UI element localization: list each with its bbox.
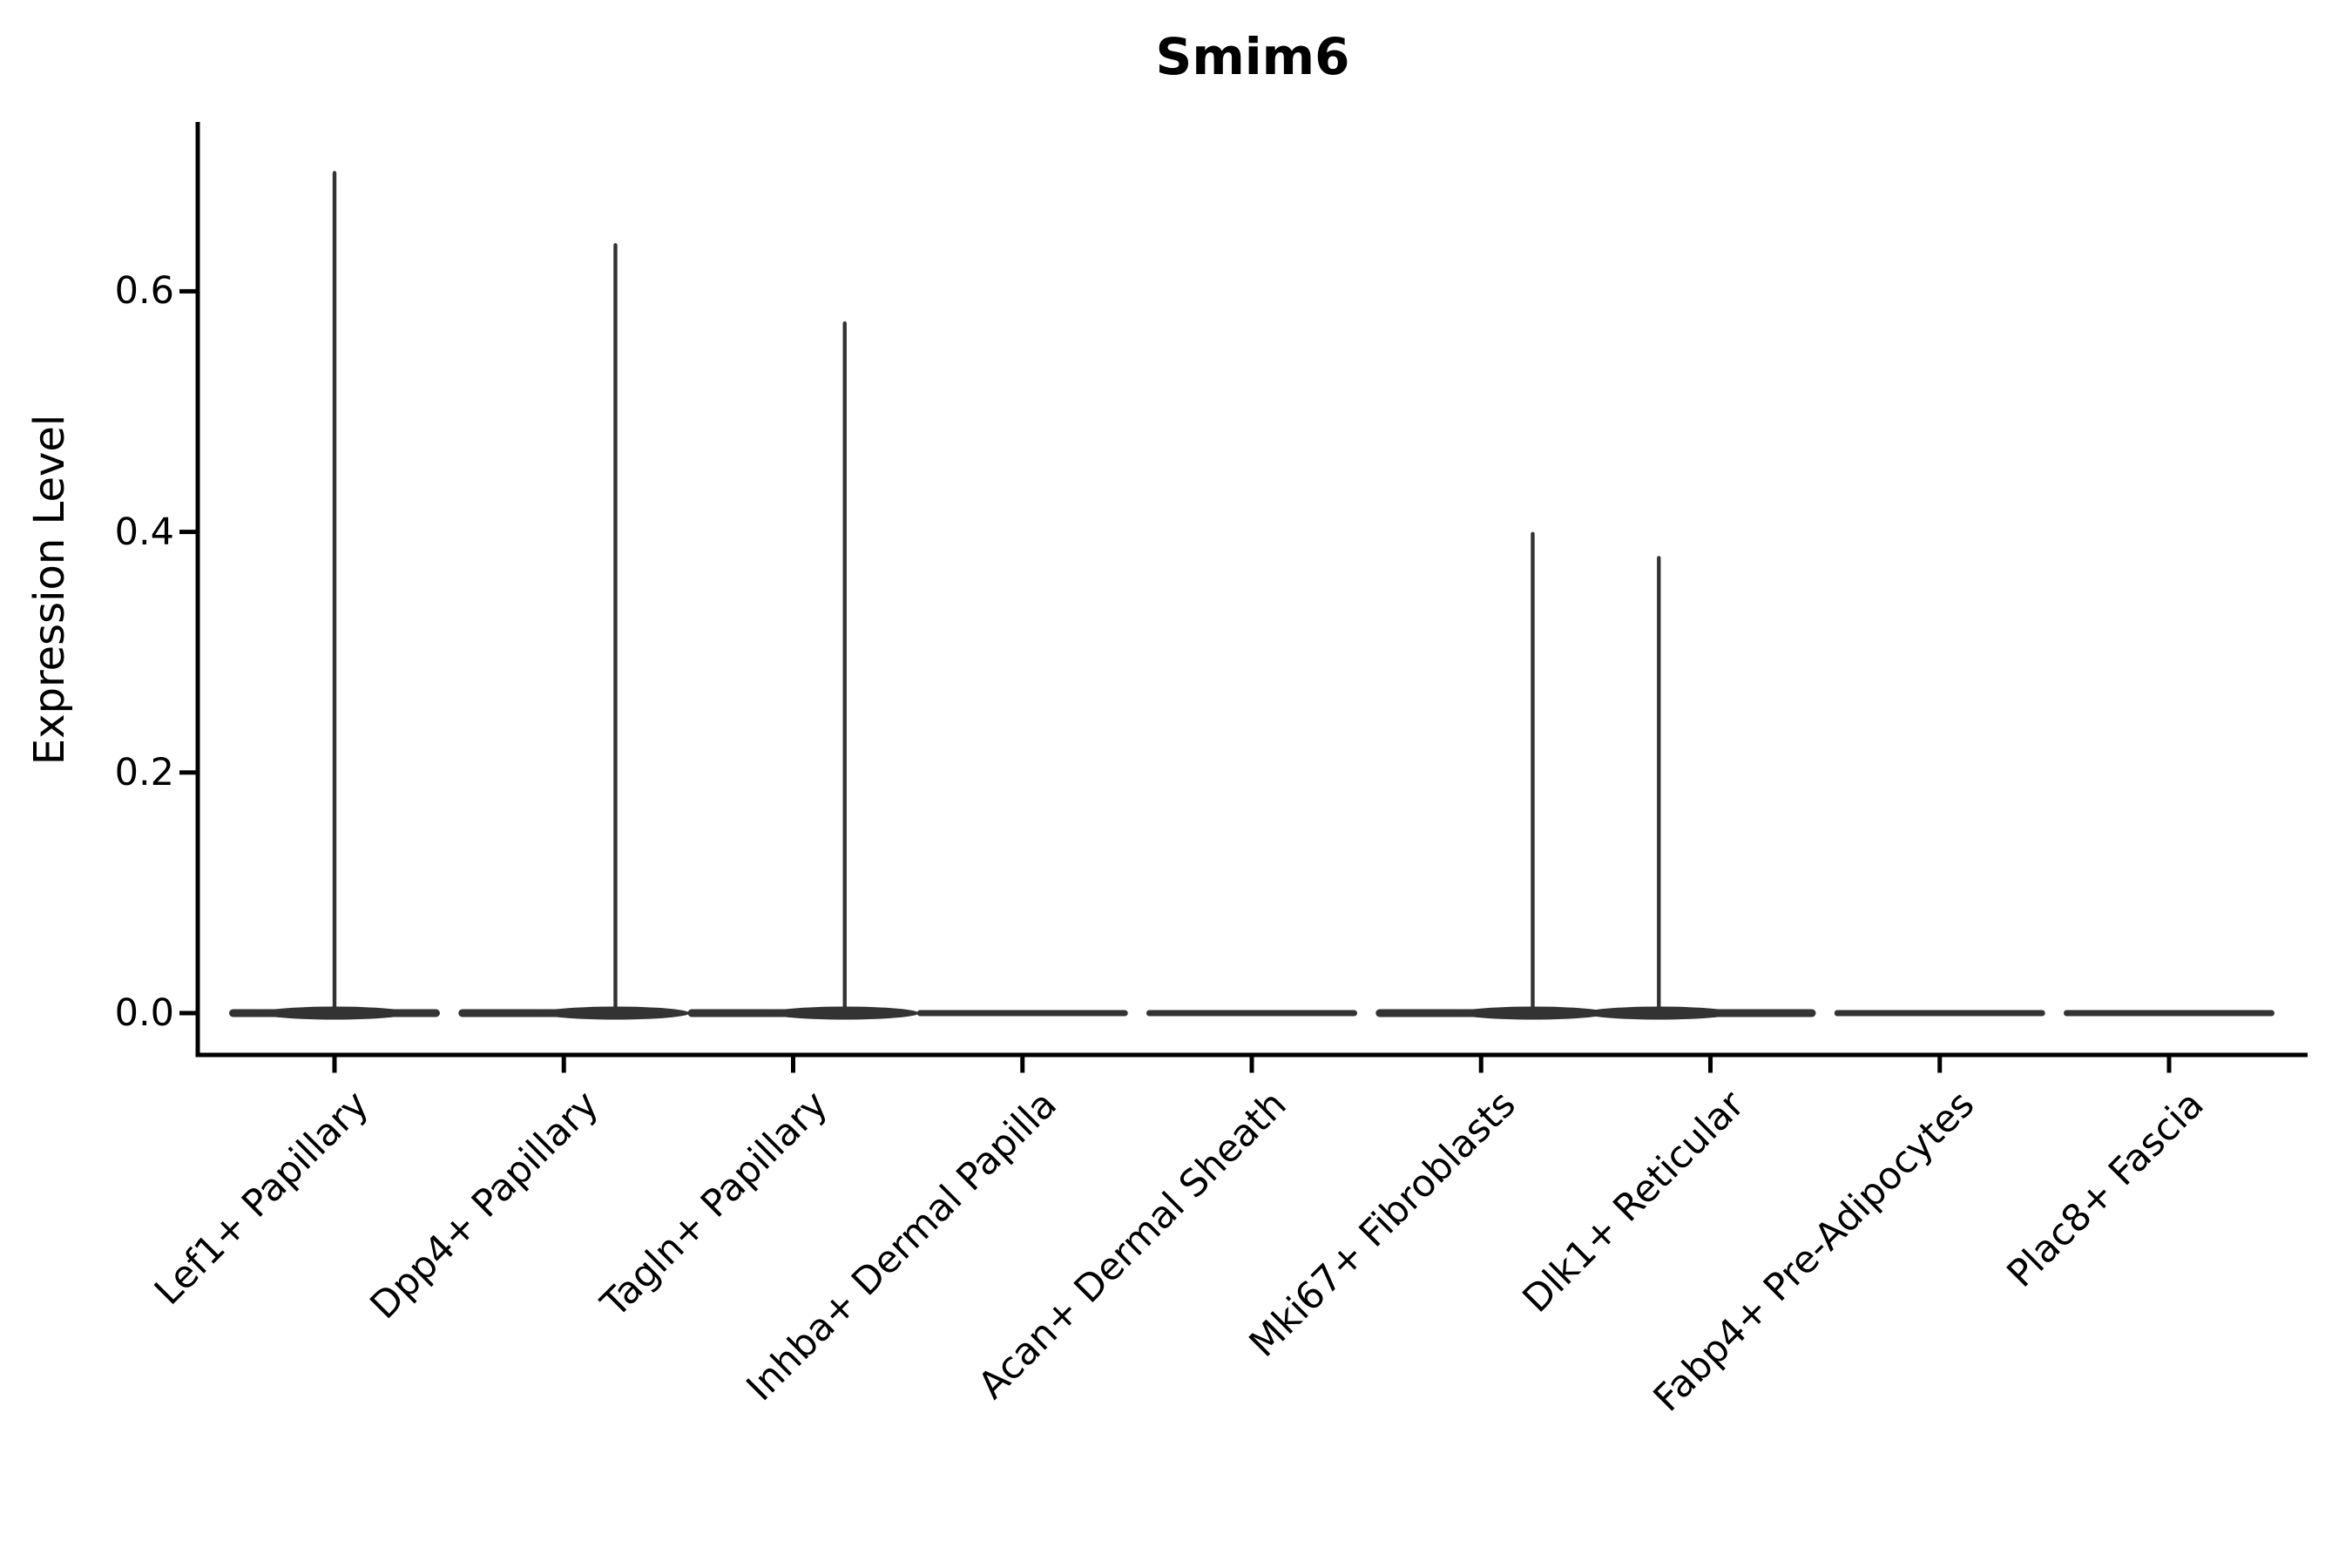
- y-tick: [179, 770, 196, 775]
- x-tick: [1708, 1057, 1713, 1073]
- y-tick: [179, 1010, 196, 1016]
- violin-body: [916, 1010, 1128, 1017]
- violin-spike: [332, 171, 337, 1014]
- x-tick: [1937, 1057, 1943, 1073]
- violin-spike: [613, 243, 618, 1013]
- x-tick: [2166, 1057, 2172, 1073]
- violin-spike: [842, 321, 847, 1013]
- x-tick: [1478, 1057, 1484, 1073]
- x-tick: [791, 1057, 795, 1073]
- y-tick: [179, 288, 196, 294]
- x-tick: [561, 1057, 566, 1073]
- y-axis-label: Expression Level: [25, 414, 74, 766]
- y-tick-label: 0.0: [114, 991, 174, 1035]
- y-tick-label: 0.2: [114, 750, 174, 794]
- x-tick: [1020, 1057, 1025, 1073]
- violin-spike: [1657, 556, 1661, 1013]
- y-tick-label: 0.4: [114, 510, 174, 554]
- x-tick: [332, 1057, 337, 1073]
- x-tick: [1249, 1057, 1254, 1073]
- y-tick: [179, 530, 196, 535]
- y-tick-label: 0.6: [114, 269, 174, 314]
- violin-body: [1834, 1010, 2045, 1017]
- left-spine: [195, 122, 200, 1058]
- violin-body: [1146, 1010, 1357, 1017]
- chart-title: Smim6: [1155, 27, 1350, 86]
- bottom-spine: [195, 1052, 2308, 1058]
- violin-spike: [1531, 531, 1535, 1013]
- violin-bulge: [770, 1006, 919, 1020]
- violin-body: [2064, 1010, 2274, 1017]
